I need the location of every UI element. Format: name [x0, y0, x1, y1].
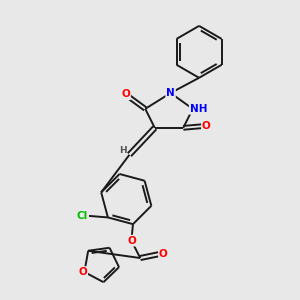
Text: O: O — [121, 89, 130, 99]
Text: Cl: Cl — [77, 211, 88, 221]
Text: H: H — [118, 146, 126, 155]
Text: O: O — [127, 236, 136, 246]
Text: NH: NH — [190, 104, 207, 114]
Text: O: O — [202, 121, 211, 131]
Text: N: N — [166, 88, 175, 98]
Text: O: O — [159, 249, 168, 259]
Text: O: O — [79, 267, 87, 277]
